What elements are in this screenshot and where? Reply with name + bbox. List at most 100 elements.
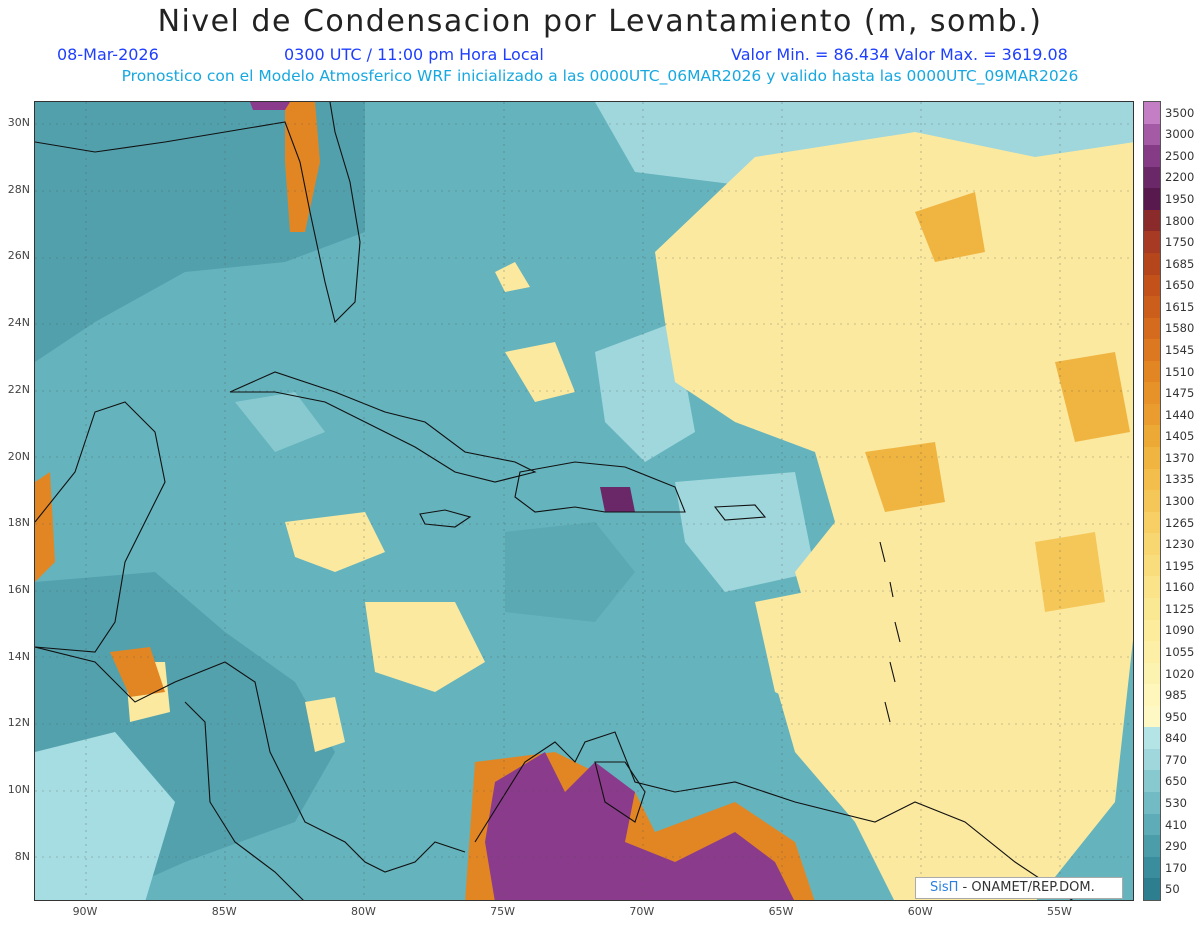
color-scale-label: 2500 bbox=[1165, 148, 1195, 163]
lcl-map bbox=[34, 101, 1134, 901]
color-scale-swatch bbox=[1144, 770, 1160, 792]
latitude-label: 12N bbox=[7, 716, 30, 730]
latitude-label: 16N bbox=[7, 582, 30, 596]
color-scale-swatch bbox=[1144, 339, 1160, 361]
color-scale-swatch bbox=[1144, 403, 1160, 426]
valid-date: 08-Mar-2026 bbox=[57, 45, 159, 64]
color-scale-label: 1265 bbox=[1165, 515, 1195, 530]
color-scale-label: 1405 bbox=[1165, 429, 1195, 444]
color-scale-swatch bbox=[1144, 813, 1160, 836]
color-scale-swatch bbox=[1144, 835, 1160, 857]
color-scale-swatch bbox=[1144, 705, 1160, 728]
color-scale-label: 3500 bbox=[1165, 105, 1195, 120]
latitude-label: 18N bbox=[7, 516, 30, 530]
credit-box: SisΠ - ONAMET/REP.DOM. bbox=[915, 877, 1123, 899]
color-scale-swatch bbox=[1144, 188, 1160, 210]
map-title: Nivel de Condensacion por Levantamiento … bbox=[157, 4, 1043, 39]
latitude-label: 20N bbox=[7, 449, 30, 463]
color-scale-label: 1090 bbox=[1165, 623, 1195, 638]
color-scale-swatch bbox=[1144, 727, 1160, 749]
color-scale-label: 770 bbox=[1165, 752, 1187, 767]
color-scale-swatch bbox=[1144, 425, 1160, 447]
credit-text: - ONAMET/REP.DOM. bbox=[958, 880, 1095, 895]
longitude-label: 80W bbox=[350, 905, 376, 918]
color-scale-swatch bbox=[1144, 252, 1160, 275]
color-scale-swatch bbox=[1144, 792, 1160, 814]
color-scale-swatch bbox=[1144, 490, 1160, 512]
longitude-label: 85W bbox=[211, 905, 237, 918]
latitude-label: 30N bbox=[7, 116, 30, 129]
color-scale-label: 1370 bbox=[1165, 450, 1195, 465]
color-scale-swatch bbox=[1144, 296, 1160, 318]
color-scale-label: 840 bbox=[1165, 731, 1187, 746]
latitude-label: 8N bbox=[14, 849, 30, 863]
color-scale-swatch bbox=[1144, 554, 1160, 577]
color-scale-swatch bbox=[1144, 597, 1160, 620]
color-scale-swatch bbox=[1144, 748, 1160, 771]
color-scale-label: 1475 bbox=[1165, 386, 1195, 401]
longitude-label: 55W bbox=[1046, 905, 1072, 918]
sispi-logo-text: SisΠ bbox=[930, 880, 959, 895]
color-scale-label: 1160 bbox=[1165, 580, 1195, 595]
color-scale-label: 1650 bbox=[1165, 278, 1195, 293]
color-scale-bar bbox=[1143, 101, 1161, 901]
color-scale-swatch bbox=[1144, 576, 1160, 598]
color-scale-swatch bbox=[1144, 856, 1160, 879]
color-scale-swatch bbox=[1144, 382, 1160, 404]
color-scale-label: 1750 bbox=[1165, 235, 1195, 250]
longitude-label: 65W bbox=[768, 905, 794, 918]
color-scale-label: 985 bbox=[1165, 688, 1187, 703]
color-scale-label: 530 bbox=[1165, 795, 1187, 810]
color-scale-label: 1230 bbox=[1165, 537, 1195, 552]
color-scale-swatch bbox=[1144, 231, 1160, 253]
color-scale-label: 1580 bbox=[1165, 321, 1195, 336]
color-scale-label: 50 bbox=[1165, 882, 1180, 897]
color-scale-label: 3000 bbox=[1165, 127, 1195, 142]
color-scale-swatch bbox=[1144, 684, 1160, 706]
longitude-label: 75W bbox=[490, 905, 516, 918]
color-scale-label: 1300 bbox=[1165, 494, 1195, 508]
color-scale-swatch bbox=[1144, 641, 1160, 663]
latitude-label: 22N bbox=[7, 382, 30, 396]
color-scale-label: 1615 bbox=[1165, 299, 1195, 314]
color-scale-label: 950 bbox=[1165, 709, 1187, 724]
color-scale-label: 410 bbox=[1165, 817, 1187, 832]
latitude-label: 10N bbox=[7, 783, 30, 796]
latitude-label: 14N bbox=[7, 649, 30, 663]
color-scale-label: 650 bbox=[1165, 774, 1187, 789]
color-scale-swatch bbox=[1144, 166, 1160, 189]
color-scale-swatch bbox=[1144, 123, 1160, 146]
min-max-values: Valor Min. = 86.434 Valor Max. = 3619.08 bbox=[731, 45, 1068, 64]
color-scale-swatch bbox=[1144, 878, 1160, 900]
color-scale-swatch bbox=[1144, 360, 1160, 383]
longitude-label: 90W bbox=[72, 905, 98, 918]
color-scale-label: 1335 bbox=[1165, 472, 1195, 487]
color-scale-label: 2200 bbox=[1165, 170, 1195, 185]
color-scale-label: 1440 bbox=[1165, 407, 1195, 422]
valid-time: 0300 UTC / 11:00 pm Hora Local bbox=[284, 45, 544, 64]
color-scale-swatch bbox=[1144, 619, 1160, 642]
color-scale-label: 1545 bbox=[1165, 343, 1195, 358]
forecast-info: Pronostico con el Modelo Atmosferico WRF… bbox=[121, 67, 1079, 85]
color-scale-swatch bbox=[1144, 511, 1160, 534]
latitude-label: 28N bbox=[7, 182, 30, 196]
color-scale-label: 1195 bbox=[1165, 558, 1195, 573]
color-scale-label: 1020 bbox=[1165, 666, 1195, 681]
color-scale-label: 1510 bbox=[1165, 364, 1195, 379]
longitude-label: 70W bbox=[629, 905, 655, 918]
color-scale-label: 1685 bbox=[1165, 256, 1195, 271]
color-scale-swatch bbox=[1144, 468, 1160, 491]
field-and-coastlines bbox=[35, 102, 1133, 900]
color-scale-swatch bbox=[1144, 447, 1160, 469]
color-scale-label: 1950 bbox=[1165, 192, 1195, 207]
color-scale-label: 1800 bbox=[1165, 213, 1195, 228]
longitude-label: 60W bbox=[907, 905, 933, 918]
color-scale-swatch bbox=[1144, 662, 1160, 685]
color-scale-swatch bbox=[1144, 145, 1160, 167]
color-scale-swatch bbox=[1144, 533, 1160, 555]
color-scale-swatch bbox=[1144, 274, 1160, 297]
color-scale-swatch bbox=[1144, 209, 1160, 232]
color-scale-label: 170 bbox=[1165, 860, 1187, 875]
color-scale-label: 1125 bbox=[1165, 601, 1195, 616]
latitude-label: 24N bbox=[7, 316, 30, 330]
